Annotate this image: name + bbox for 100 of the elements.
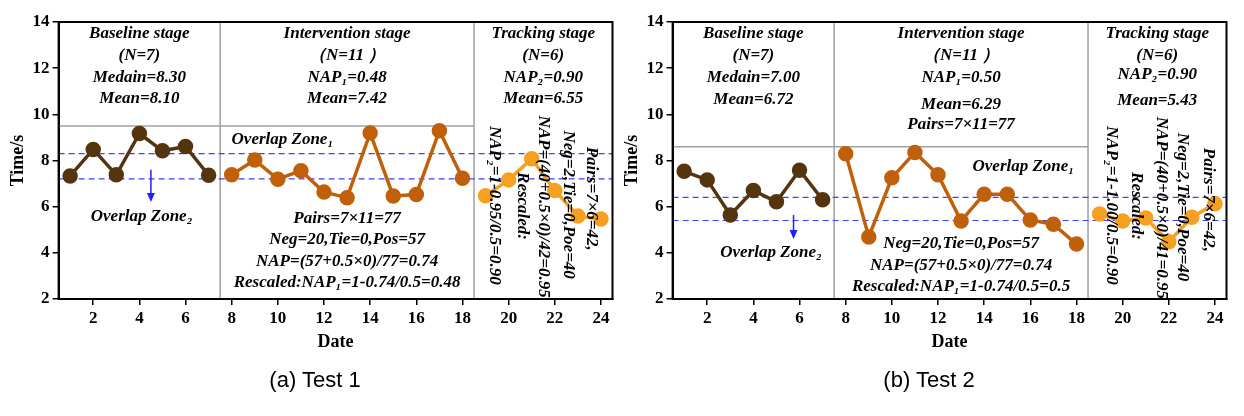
y-tick-label: 12 <box>32 57 50 77</box>
annotation: NAP₂=1-0.95/0.5=0.90 <box>486 124 506 286</box>
annotation: Rescaled: <box>1128 171 1148 241</box>
x-tick-label: 10 <box>269 307 287 327</box>
annotation: Pairs=7×6=42, <box>583 145 603 251</box>
point <box>85 141 101 158</box>
point <box>814 191 831 208</box>
point <box>362 125 378 141</box>
annotation: Tracking stage <box>491 23 596 43</box>
point <box>154 143 171 159</box>
annotation: NAP=(40+0.5×0)/42=0.95 <box>534 114 554 299</box>
point <box>837 146 854 162</box>
point <box>1068 236 1085 252</box>
point <box>408 186 425 203</box>
y-tick-label: 6 <box>655 196 664 216</box>
x-tick-label: 6 <box>795 307 804 327</box>
annotation: Tracking stage <box>1105 23 1210 43</box>
y-tick-label: 8 <box>655 149 664 169</box>
y-tick-label: 12 <box>646 57 664 77</box>
annotation: NAP=(57+0.5×0)/77=0.74 <box>254 250 439 270</box>
x-axis-title: Date <box>317 330 354 351</box>
y-tick-label: 2 <box>41 288 50 308</box>
x-tick-label: 20 <box>500 307 518 327</box>
point <box>293 162 309 179</box>
x-tick-label: 12 <box>929 307 947 327</box>
annotation: Baseline stage <box>88 23 191 43</box>
annotation: NAP₂=0.90 <box>1116 64 1198 84</box>
point <box>108 167 125 183</box>
point <box>316 184 332 200</box>
annotation: Intervention stage <box>282 23 412 43</box>
y-tick-label: 10 <box>646 103 664 123</box>
point <box>953 213 969 229</box>
text: (b) Test 2 <box>882 367 976 393</box>
x-tick-label: 14 <box>361 307 380 327</box>
x-tick-label: 22 <box>546 307 564 327</box>
y-axis-title: Time/s <box>621 134 642 187</box>
point <box>1045 216 1062 232</box>
point <box>884 170 900 186</box>
annotation: （N=11 ） <box>922 45 1000 65</box>
annotation: Overlap Zone₁ <box>972 155 1075 175</box>
annotation: Overlap Zone₂ <box>720 242 823 262</box>
annotation: Mean=6.55 <box>502 88 584 108</box>
annotation: Medain=8.30 <box>91 67 187 87</box>
point <box>999 186 1015 202</box>
point <box>676 163 692 180</box>
annotation: Overlap Zone₂ <box>90 206 193 226</box>
annotation: Neg=2,Tie=0,Poe=40 <box>1174 131 1194 282</box>
y-tick-label: 6 <box>41 196 50 216</box>
point <box>907 144 923 161</box>
x-tick-label: 16 <box>1021 307 1039 327</box>
x-tick-label: 12 <box>315 307 333 327</box>
x-tick-label: 20 <box>1114 307 1132 327</box>
annotation: Neg=2,Tie=0,Poe=40 <box>560 129 580 280</box>
y-tick-label: 10 <box>32 103 50 123</box>
point <box>930 167 946 183</box>
annotation: (N=6) <box>1136 45 1179 65</box>
point <box>200 167 217 184</box>
point <box>131 125 148 142</box>
annotation: Pairs=7×11=77 <box>292 207 403 227</box>
y-tick-label: 4 <box>41 242 51 262</box>
point <box>976 186 992 202</box>
y-tick-label: 8 <box>41 149 50 169</box>
x-tick-label: 8 <box>227 307 236 327</box>
y-tick-label: 14 <box>32 11 51 31</box>
annotation: NAP=(57+0.5×0)/77=0.74 <box>868 254 1053 274</box>
x-tick-label: 14 <box>975 307 994 327</box>
point <box>768 194 785 210</box>
annotation: Baseline stage <box>702 23 805 43</box>
annotation: Mean=7.42 <box>306 88 388 108</box>
y-tick-label: 4 <box>655 242 665 262</box>
x-tick-label: 10 <box>883 307 901 327</box>
x-tick-label: 24 <box>1206 307 1224 327</box>
y-tick-label: 14 <box>646 11 665 31</box>
x-tick-label: 16 <box>407 307 425 327</box>
annotation: Neg=20,Tie=0,Pos=57 <box>268 229 427 249</box>
y-tick-label: 2 <box>655 288 664 308</box>
x-tick-label: 2 <box>702 307 712 327</box>
text: (a) Test 1 <box>268 367 362 393</box>
point <box>177 138 194 155</box>
annotation: NAP₁=0.48 <box>306 67 388 87</box>
annotation: Intervention stage <box>896 23 1026 43</box>
annotation: Pairs=7×6=42, <box>1199 146 1219 252</box>
x-tick-label: 24 <box>592 307 610 327</box>
x-tick-label: 6 <box>181 307 190 327</box>
annotation: NAP₂=0.90 <box>502 67 584 87</box>
point <box>791 162 808 178</box>
annotation: NAP₂=1-1.00/0.5=0.90 <box>1102 124 1122 286</box>
x-tick-label: 4 <box>135 307 145 327</box>
point <box>500 172 517 188</box>
annotation: Neg=20,Tie=0,Pos=57 <box>882 232 1041 252</box>
y-axis-title: Time/s <box>7 134 28 187</box>
x-tick-label: 18 <box>453 307 471 327</box>
point <box>1022 212 1039 228</box>
point <box>722 207 739 223</box>
annotation: Overlap Zone₁ <box>231 128 334 148</box>
point <box>339 189 355 206</box>
point <box>270 171 286 187</box>
annotation: Mean=6.29 <box>920 94 1002 114</box>
annotation: Medain=7.00 <box>705 67 801 87</box>
point <box>745 182 762 199</box>
